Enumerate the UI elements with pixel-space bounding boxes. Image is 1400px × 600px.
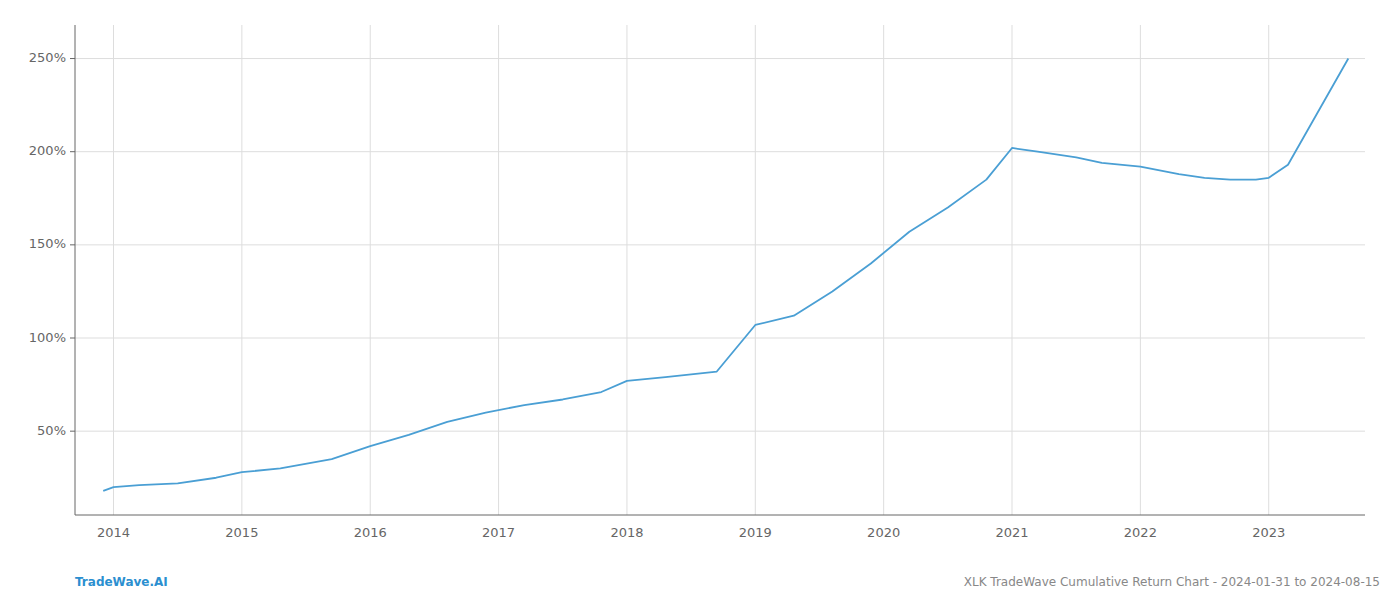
x-grid-line: [498, 25, 499, 515]
y-tick-label: 150%: [29, 236, 66, 251]
y-grid-line: [75, 151, 1365, 152]
x-tick-label: 2022: [1124, 525, 1157, 540]
x-axis-line: [75, 515, 1365, 516]
x-tick-label: 2014: [97, 525, 130, 540]
y-tick: [70, 151, 75, 152]
x-grid-line: [755, 25, 756, 515]
x-tick-label: 2021: [995, 525, 1028, 540]
x-grid-line: [1268, 25, 1269, 515]
data-line: [103, 59, 1348, 491]
x-tick-label: 2023: [1252, 525, 1285, 540]
plot-area: [103, 59, 1348, 491]
y-tick-label: 100%: [29, 330, 66, 345]
footer-right: XLK TradeWave Cumulative Return Chart - …: [964, 575, 1380, 589]
y-tick: [70, 58, 75, 59]
chart-container: 50% 100% 150% 200% 250% 2014 2015 2016 2017 2018 2…: [0, 0, 1400, 600]
x-grid-line: [1012, 25, 1013, 515]
x-tick-label: 2016: [354, 525, 387, 540]
y-tick: [70, 244, 75, 245]
x-tick-label: 2015: [225, 525, 258, 540]
x-grid-line: [626, 25, 627, 515]
y-grid-line: [75, 244, 1365, 245]
y-tick: [70, 431, 75, 432]
y-tick-label: 250%: [29, 50, 66, 65]
footer: TradeWave.AI XLK TradeWave Cumulative Ret…: [75, 575, 1380, 589]
y-tick: [70, 338, 75, 339]
y-tick-label: 50%: [37, 423, 66, 438]
y-grid-line: [75, 338, 1365, 339]
y-axis-line: [75, 25, 76, 515]
x-grid-line: [370, 25, 371, 515]
axes: 50% 100% 150% 200% 250% 2014 2015 2016 2017 2018 2…: [29, 25, 1365, 540]
x-grid-line: [883, 25, 884, 515]
grid: [75, 25, 1365, 515]
x-grid-line: [113, 25, 114, 515]
y-grid-line: [75, 58, 1365, 59]
footer-left: TradeWave.AI: [75, 575, 168, 589]
x-grid-line: [1140, 25, 1141, 515]
y-tick-label: 200%: [29, 143, 66, 158]
x-tick-label: 2018: [610, 525, 643, 540]
chart: 50% 100% 150% 200% 250% 2014 2015 2016 2017 2018 2…: [0, 0, 1400, 600]
x-grid-line: [241, 25, 242, 515]
x-tick-label: 2019: [739, 525, 772, 540]
y-grid-line: [75, 431, 1365, 432]
x-tick-label: 2020: [867, 525, 900, 540]
x-tick-label: 2017: [482, 525, 515, 540]
